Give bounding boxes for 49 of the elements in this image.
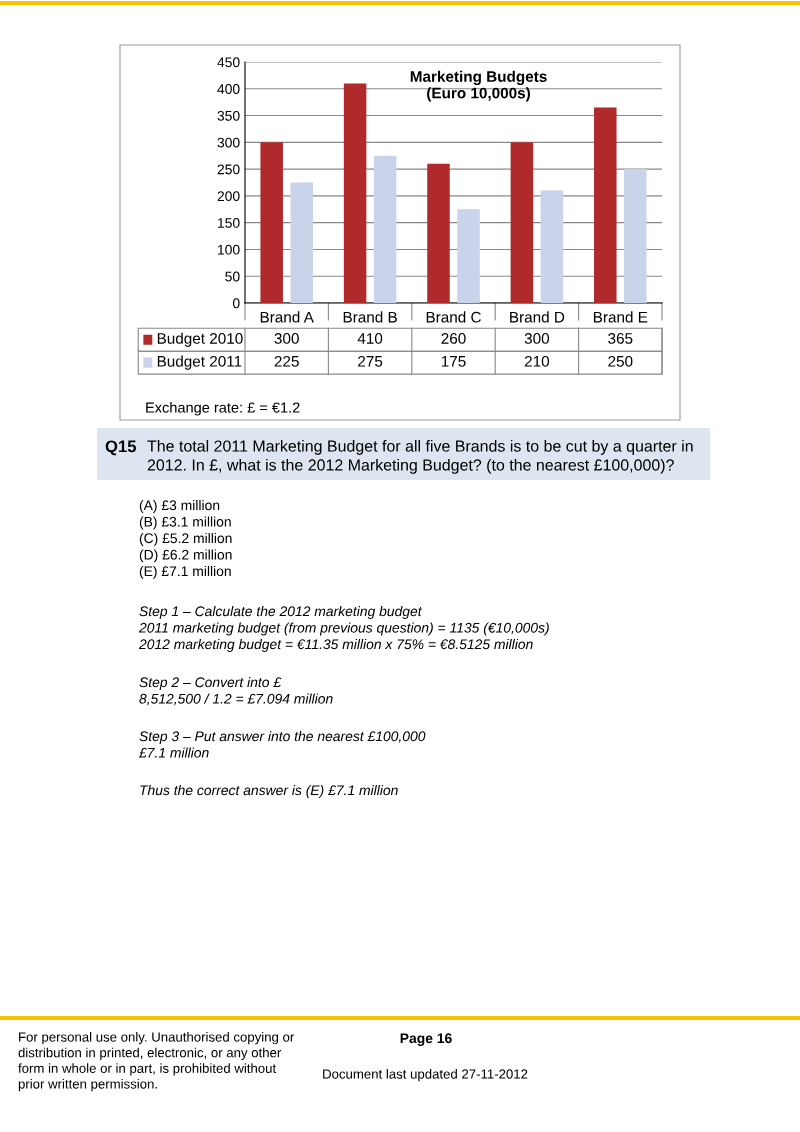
data-label: 365 bbox=[608, 333, 633, 344]
text: Step 1 – Calculate the 2012 marketing budget 2011 marketing budget (from previous question) = 1135 (€10,000s) 2012 marketing budget = €11.35 million x 75% = €8.5125 million bbox=[138, 606, 549, 652]
y-tick-label: 100 bbox=[218, 244, 240, 255]
text: Step 3 – Put answer into the nearest £100,000 £7.1 million bbox=[138, 731, 426, 758]
x-tick-label: Brand D bbox=[510, 311, 565, 323]
legend-label: Budget 2010 bbox=[157, 332, 243, 347]
bar bbox=[624, 169, 647, 303]
bar bbox=[457, 209, 480, 303]
text: Step 2 – Convert into £ 8,512,500 / 1.2 = £7.094 million bbox=[139, 677, 333, 706]
x-tick-label: Brand E bbox=[593, 311, 648, 323]
bar bbox=[373, 155, 397, 303]
y-tick-label: 50 bbox=[225, 271, 240, 282]
text: Marketing Budgets (Euro 10,000s) bbox=[410, 70, 547, 102]
bar bbox=[540, 190, 564, 303]
bar bbox=[290, 182, 313, 303]
y-tick-label: 0 bbox=[232, 298, 240, 309]
data-label: 410 bbox=[357, 333, 383, 344]
y-tick-label: 450 bbox=[217, 57, 240, 68]
text: Thus the correct answer is (E) £7.1 million bbox=[140, 785, 398, 798]
x-tick-label: Brand B bbox=[343, 311, 397, 323]
text: Document last updated 27-11-2012 bbox=[323, 1069, 528, 1082]
bar bbox=[343, 83, 367, 303]
y-tick-label: 300 bbox=[217, 137, 240, 148]
bar bbox=[510, 142, 534, 303]
y-tick-label: 250 bbox=[217, 164, 240, 175]
text: Page 16 bbox=[400, 1033, 452, 1046]
text: (A) £3 million (B) £3.1 million (C) £5.2 million (D) £6.2 million (E) £7.1 million bbox=[139, 500, 232, 579]
data-label: 275 bbox=[358, 355, 383, 367]
data-label: 260 bbox=[441, 333, 466, 344]
data-label: 300 bbox=[274, 333, 299, 344]
data-label: 175 bbox=[441, 356, 466, 367]
legend-label: Budget 2011 bbox=[157, 355, 242, 370]
y-tick-label: 350 bbox=[217, 110, 240, 121]
x-tick-label: Brand A bbox=[260, 311, 314, 323]
data-label: 250 bbox=[608, 355, 633, 367]
bar bbox=[427, 163, 450, 303]
text: Exchange rate: £ = €1.2 bbox=[146, 402, 300, 416]
bar bbox=[594, 107, 617, 303]
y-tick-label: 150 bbox=[218, 218, 240, 228]
text: The total 2011 Marketing Budget for all five Brands is to be cut by a quarter in 2012. In £, what is the 2012 Marketing Budget? (to the nearest £100,000)? bbox=[147, 440, 693, 474]
data-label: 225 bbox=[274, 355, 299, 367]
y-tick-label: 200 bbox=[217, 191, 240, 202]
y-tick-label: 400 bbox=[217, 84, 240, 94]
data-label: 210 bbox=[524, 355, 550, 367]
text: For personal use only. Unauthorised copying or distribution in printed, electronic, or any other form in whole or in part, is prohibited without prior written permission. bbox=[18, 1032, 295, 1092]
data-label: 300 bbox=[524, 333, 550, 344]
text: Q15 bbox=[105, 440, 137, 456]
bar bbox=[260, 142, 283, 303]
x-tick-label: Brand C bbox=[426, 311, 481, 323]
